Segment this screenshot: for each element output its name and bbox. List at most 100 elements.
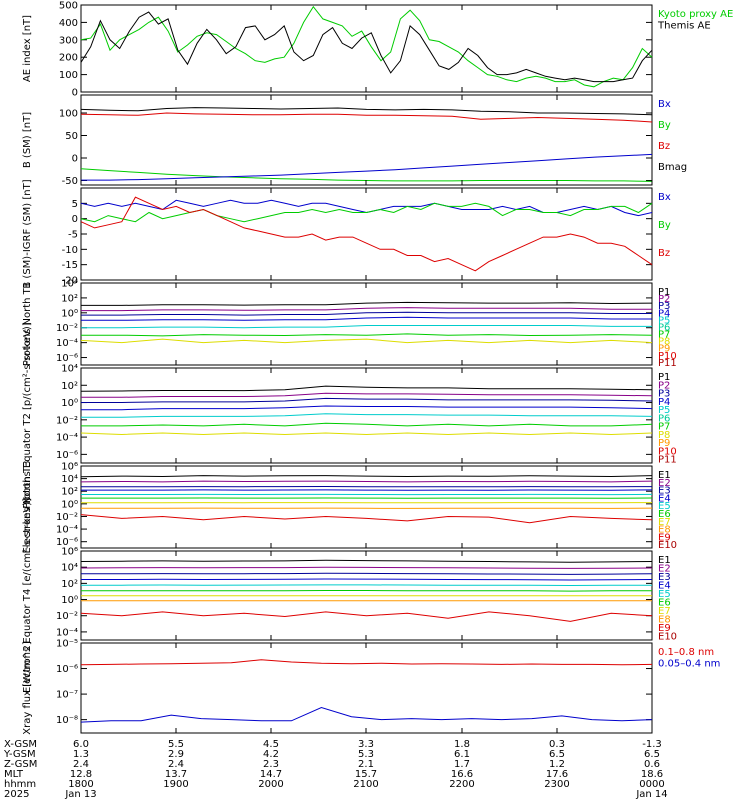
series-line-E2 — [81, 567, 652, 568]
series-line-Kyoto proxy AE — [81, 7, 652, 87]
footer-value: 2100 — [353, 779, 378, 790]
legend-entry: Bz — [658, 248, 670, 259]
legend-entry: 0.1–0.8 nm — [658, 647, 714, 658]
y-tick-label: 10⁻⁴ — [56, 627, 78, 638]
y-tick-label: 10⁴ — [61, 474, 78, 485]
y-tick-label: 10⁻⁴ — [56, 525, 78, 536]
series-line-E1 — [81, 560, 652, 562]
footer-value: Jan 14 — [635, 789, 667, 800]
y-tick-label: 10⁻⁴ — [56, 433, 78, 444]
legend-entry: Bx — [658, 192, 671, 203]
y-tick-label: -5 — [68, 230, 78, 241]
series-line-P3 — [81, 312, 652, 315]
series-line-Bx — [81, 200, 652, 215]
y-tick-label: 200 — [59, 53, 78, 64]
legend-entry: 0.05–0.4 nm — [658, 659, 720, 670]
y-tick-label: 400 — [59, 18, 78, 29]
footer-value: 1900 — [163, 779, 188, 790]
legend-entry: E10 — [658, 632, 677, 643]
series-line-By — [81, 203, 652, 221]
legend-entry: P11 — [658, 455, 677, 466]
series-line-P4 — [81, 406, 652, 410]
legend-entry: Kyoto proxy AE — [658, 9, 733, 20]
footer-value: Jan 13 — [64, 789, 96, 800]
series-line-P1 — [81, 386, 652, 391]
y-tick-label: 10⁴ — [61, 364, 78, 375]
series-line-Bz — [81, 113, 652, 122]
footer-value: 2200 — [449, 779, 474, 790]
y-tick-label: 10² — [61, 293, 78, 304]
y-tick-label: 10⁻² — [56, 512, 78, 523]
series-line-P8 — [81, 433, 652, 435]
series-line-0.05–0.4 nm — [81, 708, 652, 723]
y-tick-label: 100 — [59, 109, 78, 120]
y-tick-label: 10⁻⁸ — [56, 715, 78, 726]
legend-entry: By — [658, 120, 671, 131]
y-tick-label: 10⁻⁶ — [56, 353, 78, 364]
series-line-E6 — [81, 591, 652, 592]
legend-entry: P11 — [658, 358, 677, 369]
plot-frame — [81, 283, 652, 365]
y-axis-label: AE index [nT] — [22, 15, 33, 82]
y-tick-label: 500 — [59, 1, 78, 12]
y-tick-label: 10⁶ — [61, 462, 78, 473]
series-line-E9 — [81, 515, 652, 523]
y-tick-label: 10⁻⁴ — [56, 338, 78, 349]
series-line-P1 — [81, 302, 652, 305]
footer-row-label: 2025 — [4, 789, 29, 800]
y-tick-label: 10² — [61, 579, 78, 590]
y-tick-label: 10⁻² — [56, 611, 78, 622]
y-tick-label: 5 — [72, 199, 78, 210]
plot-frame — [81, 5, 652, 92]
series-line-P5 — [81, 414, 652, 417]
y-tick-label: 10⁻² — [56, 415, 78, 426]
y-tick-label: 10² — [61, 381, 78, 392]
plot-frame — [81, 643, 652, 733]
y-tick-label: 10⁰ — [61, 398, 78, 409]
y-tick-label: 10⁰ — [61, 308, 78, 319]
series-line-E1 — [81, 476, 652, 477]
series-line-Bz — [81, 197, 652, 271]
legend-entry: Themis AE — [657, 21, 711, 32]
y-axis-label: B (SM)-IGRF (SM) [nT] — [22, 179, 33, 288]
y-tick-label: 0 — [72, 214, 78, 225]
series-line-E3 — [81, 573, 652, 574]
y-tick-label: 300 — [59, 35, 78, 46]
series-line-P4 — [81, 317, 652, 320]
series-line-P5 — [81, 326, 652, 328]
legend-entry: E10 — [658, 540, 677, 551]
series-line-E4 — [81, 579, 652, 580]
series-line-P7 — [81, 423, 652, 426]
series-line-P2 — [81, 308, 652, 311]
y-tick-label: 10⁰ — [61, 595, 78, 606]
y-tick-label: 10⁻² — [56, 323, 78, 334]
series-line-E2 — [81, 481, 652, 482]
y-tick-label: 10⁻⁵ — [56, 639, 78, 650]
legend-entry: Bz — [658, 141, 670, 152]
y-tick-label: 10² — [61, 487, 78, 498]
series-line-P2 — [81, 393, 652, 397]
footer-value: 2300 — [544, 779, 569, 790]
y-axis-label: Xray flux [W/m^2] — [22, 641, 33, 735]
y-tick-label: 0 — [72, 154, 78, 165]
y-tick-label: -50 — [62, 176, 78, 187]
legend-entry: Bx — [658, 99, 671, 110]
legend-entry: Bmag — [658, 162, 687, 173]
y-tick-label: 10⁻⁷ — [56, 690, 78, 701]
y-axis-label: B (SM) [nT] — [22, 112, 33, 168]
y-tick-label: 100 — [59, 70, 78, 81]
plot-frame — [81, 466, 652, 548]
y-tick-label: -10 — [62, 245, 78, 256]
footer-value: 2000 — [258, 779, 283, 790]
series-line-P7 — [81, 334, 652, 336]
